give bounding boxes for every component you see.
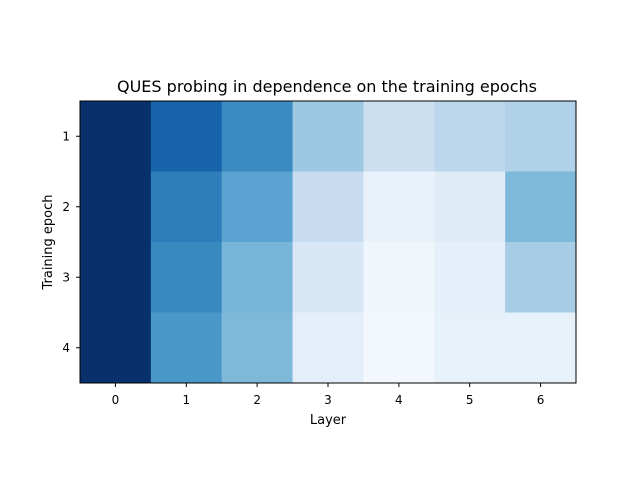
y-tick-label: 2 [62, 200, 70, 214]
x-tick-label: 1 [182, 393, 190, 407]
heatmap-cell [292, 312, 364, 384]
heatmap-cell [80, 242, 152, 313]
heatmap-cell [150, 101, 223, 172]
heatmap-cell [221, 101, 294, 172]
heatmap-cell [150, 171, 223, 243]
heatmap-cell [434, 312, 506, 384]
heatmap-cell [434, 171, 506, 243]
x-axis-ticks: 0 1 2 3 4 5 6 [112, 383, 545, 407]
x-tick-label: 3 [324, 393, 332, 407]
y-axis-label: Training epoch [41, 194, 56, 290]
heatmap-cell [80, 101, 152, 172]
heatmap-cells [80, 101, 577, 384]
heatmap-cell [292, 101, 364, 172]
heatmap-cell [434, 242, 506, 313]
heatmap-cell [363, 242, 435, 313]
heatmap-cell [221, 242, 294, 313]
heatmap-cell [221, 312, 294, 384]
y-tick-label: 1 [62, 129, 70, 143]
y-axis-ticks: 1 2 3 4 [62, 129, 80, 355]
x-tick-label: 5 [466, 393, 474, 407]
heatmap-cell [80, 312, 152, 384]
heatmap-cell [221, 171, 294, 243]
y-tick-label: 4 [62, 341, 70, 355]
heatmap-cell [292, 242, 364, 313]
x-tick-label: 0 [112, 393, 120, 407]
x-tick-label: 6 [537, 393, 545, 407]
heatmap-cell [505, 312, 577, 384]
x-axis-label: Layer [310, 413, 347, 428]
heatmap-cell [505, 242, 577, 313]
heatmap-cell [80, 171, 152, 243]
heatmap-cell [363, 101, 435, 172]
heatmap-cell [292, 171, 364, 243]
heatmap-cell [434, 101, 506, 172]
x-tick-label: 4 [395, 393, 403, 407]
heatmap-cell [363, 312, 435, 384]
heatmap-cell [505, 171, 577, 243]
chart-title: QUES probing in dependence on the traini… [117, 77, 537, 96]
x-tick-label: 2 [253, 393, 261, 407]
heatmap-cell [363, 171, 435, 243]
heatmap-cell [150, 242, 223, 313]
heatmap-cell [150, 312, 223, 384]
y-tick-label: 3 [62, 270, 70, 284]
heatmap-cell [505, 101, 577, 172]
